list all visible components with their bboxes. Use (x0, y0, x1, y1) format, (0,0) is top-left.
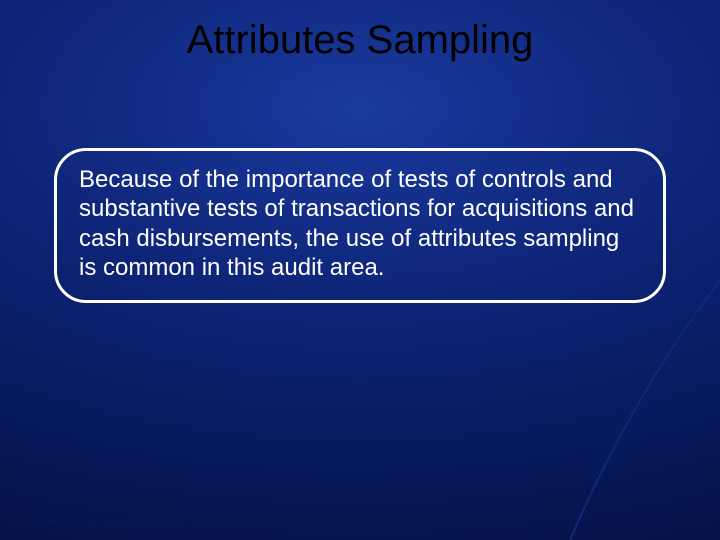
copyright-text: ©2012 Prentice Hall Business Publishing, (18, 518, 184, 528)
slide-container: Attributes Sampling Because of the impor… (0, 0, 720, 540)
slide-title: Attributes Sampling (0, 18, 720, 63)
content-box: Because of the importance of tests of co… (54, 148, 666, 303)
decorative-corner-line (570, 280, 720, 540)
body-text: Because of the importance of tests of co… (79, 165, 641, 282)
